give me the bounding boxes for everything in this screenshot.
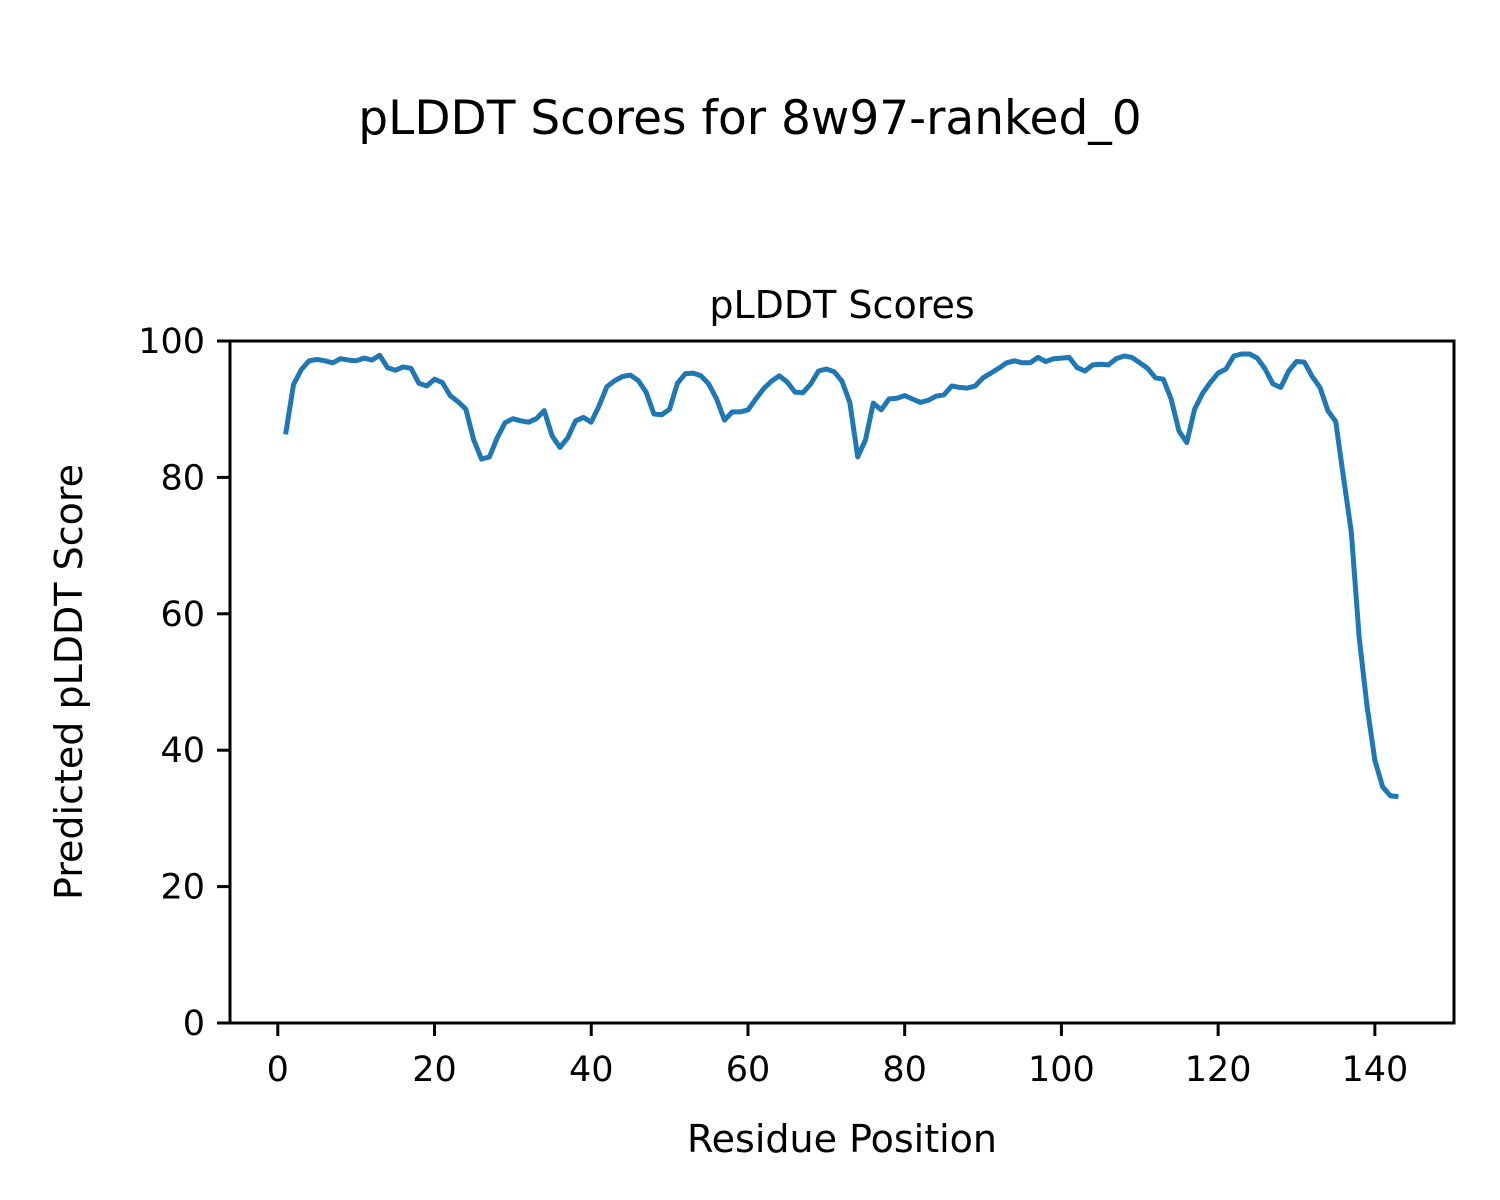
x-tick-label: 20 xyxy=(412,1050,457,1090)
figure-title: pLDDT Scores for 8w97-ranked_0 xyxy=(358,91,1141,146)
plot-border xyxy=(228,339,1456,1025)
x-axis-ticks: 0 20 40 60 80 100 120 140 xyxy=(267,1023,1408,1090)
x-tick-label: 60 xyxy=(726,1050,771,1090)
y-tick-label: 60 xyxy=(160,595,205,635)
x-tick-label: 0 xyxy=(267,1050,289,1090)
y-tick-label: 40 xyxy=(160,731,205,771)
y-axis-ticks: 0 20 40 60 80 100 xyxy=(138,322,230,1044)
x-tick-label: 40 xyxy=(569,1050,614,1090)
y-tick-label: 80 xyxy=(160,458,205,498)
x-tick-label: 100 xyxy=(1028,1050,1095,1090)
y-axis-label: Predicted pLDDT Score xyxy=(47,464,91,900)
x-tick-label: 140 xyxy=(1341,1050,1408,1090)
plddt-line xyxy=(283,351,1399,800)
y-tick-label: 100 xyxy=(138,322,205,362)
x-tick-label: 120 xyxy=(1185,1050,1252,1090)
y-tick-label: 20 xyxy=(160,868,205,908)
axes-title: pLDDT Scores xyxy=(709,283,974,327)
y-tick-label: 0 xyxy=(183,1004,205,1044)
x-axis-label: Residue Position xyxy=(687,1117,997,1161)
x-tick-label: 80 xyxy=(882,1050,927,1090)
